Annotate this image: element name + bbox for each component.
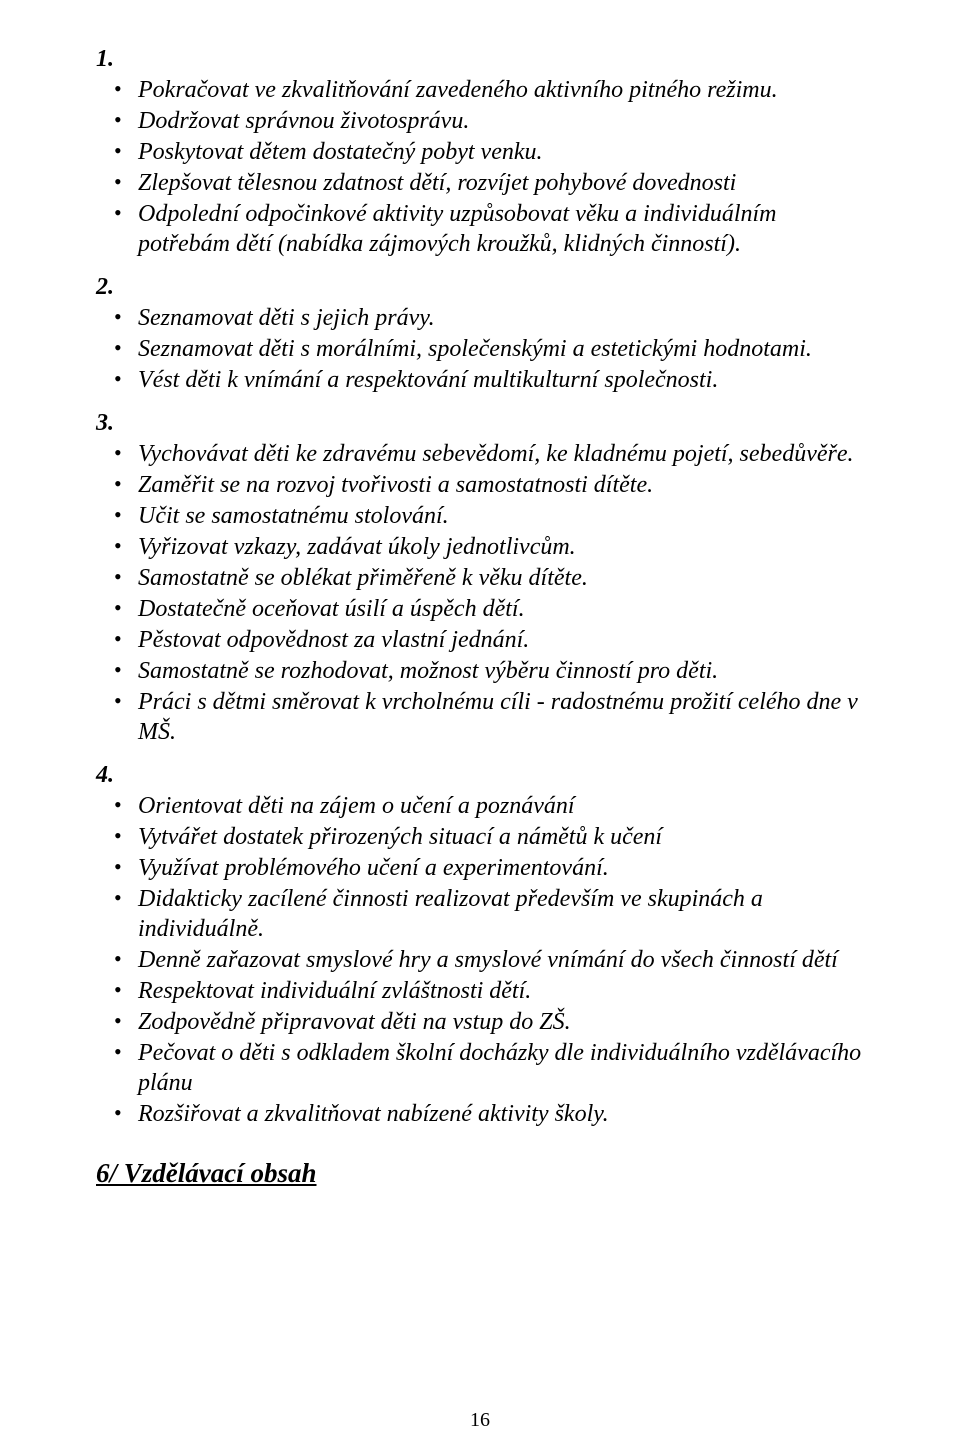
list-item: Rozšiřovat a zkvalitňovat nabízené aktiv… [138, 1099, 864, 1130]
list-item: Dodržovat správnou životosprávu. [138, 106, 864, 137]
list-item: Zaměřit se na rozvoj tvořivosti a samost… [138, 470, 864, 501]
list-item: Využívat problémového učení a experiment… [138, 853, 864, 884]
list-item: Seznamovat děti s morálními, společenský… [138, 334, 864, 365]
list-item: Seznamovat děti s jejich právy. [138, 303, 864, 334]
section-number-3: 3. [96, 410, 864, 437]
list-item: Orientovat děti na zájem o učení a pozná… [138, 791, 864, 822]
list-item: Práci s dětmi směrovat k vrcholnému cíli… [138, 687, 864, 748]
list-item: Didakticky zacílené činnosti realizovat … [138, 884, 864, 945]
list-item: Zodpovědně připravovat děti na vstup do … [138, 1007, 864, 1038]
bullet-list-3: Vychovávat děti ke zdravému sebevědomí, … [96, 439, 864, 748]
bullet-list-4: Orientovat děti na zájem o učení a pozná… [96, 791, 864, 1130]
list-item: Odpolední odpočinkové aktivity uzpůsobov… [138, 199, 864, 260]
list-item: Zlepšovat tělesnou zdatnost dětí, rozvíj… [138, 168, 864, 199]
section-number-2: 2. [96, 274, 864, 301]
list-item: Poskytovat dětem dostatečný pobyt venku. [138, 137, 864, 168]
list-item: Samostatně se oblékat přiměřeně k věku d… [138, 563, 864, 594]
section-number-1: 1. [96, 46, 864, 73]
list-item: Vést děti k vnímání a respektování multi… [138, 365, 864, 396]
document-page: 1. Pokračovat ve zkvalitňování zavedenéh… [0, 0, 960, 1454]
list-item: Dostatečně oceňovat úsilí a úspěch dětí. [138, 594, 864, 625]
list-item: Pěstovat odpovědnost za vlastní jednání. [138, 625, 864, 656]
list-item: Učit se samostatnému stolování. [138, 501, 864, 532]
bullet-list-2: Seznamovat děti s jejich právy. Seznamov… [96, 303, 864, 396]
section-heading: 6/ Vzdělávací obsah [96, 1158, 864, 1189]
list-item: Vyřizovat vzkazy, zadávat úkoly jednotli… [138, 532, 864, 563]
bullet-list-1: Pokračovat ve zkvalitňování zavedeného a… [96, 75, 864, 260]
list-item: Vychovávat děti ke zdravému sebevědomí, … [138, 439, 864, 470]
list-item: Pokračovat ve zkvalitňování zavedeného a… [138, 75, 864, 106]
list-item: Denně zařazovat smyslové hry a smyslové … [138, 945, 864, 976]
list-item: Respektovat individuální zvláštnosti dět… [138, 976, 864, 1007]
list-item: Vytvářet dostatek přirozených situací a … [138, 822, 864, 853]
page-number: 16 [0, 1409, 960, 1432]
section-number-4: 4. [96, 762, 864, 789]
list-item: Pečovat o děti s odkladem školní docházk… [138, 1038, 864, 1099]
list-item: Samostatně se rozhodovat, možnost výběru… [138, 656, 864, 687]
